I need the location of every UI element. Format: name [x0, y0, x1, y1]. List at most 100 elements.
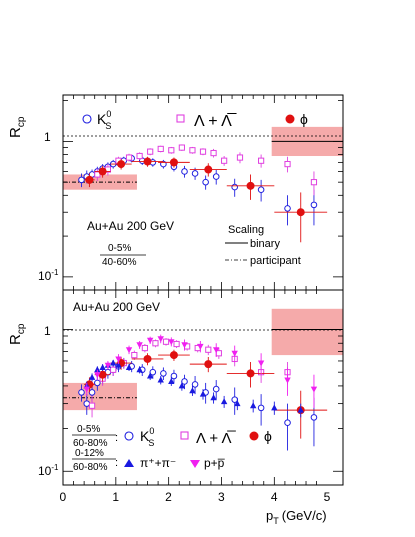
top-y-axis: Rcp 1 10-1 [7, 116, 59, 283]
legend-lambda-label: Λ + Λ̅ [194, 112, 237, 130]
legend-k0s-marker [82, 114, 92, 124]
bottom-Lambda-point-7 [162, 338, 170, 345]
bottom-K0S-point-17 [212, 385, 220, 393]
top-ylabel: Rcp [7, 116, 27, 138]
bottom-p-point-7 [157, 336, 164, 343]
bottom-pi-point-17 [234, 400, 241, 407]
bottom-K0S-point-0 [78, 389, 85, 396]
bottom-pi-point-1 [88, 373, 96, 380]
bottom-phi-point-5 [204, 360, 213, 369]
scaling-legend: Scaling binary participant [225, 224, 301, 267]
bottom-pi-point-6 [115, 361, 122, 368]
bottom-data-points [62, 290, 343, 485]
top-Lambda-point-9 [189, 147, 196, 154]
bottom-ytick-0p1: 10-1 [38, 463, 59, 478]
bottom-xtick-label-5: 5 [324, 490, 331, 504]
bottom-Lambda-point-6 [152, 340, 159, 347]
bottom-phi-point-6 [246, 369, 255, 378]
bottom-pi-point-13 [189, 387, 196, 394]
bottom-p-point-6 [146, 337, 154, 344]
top-Lambda-point-4 [136, 152, 143, 160]
bottom-Lambda-point-0 [88, 402, 96, 409]
bottom-x-axis: 0 1 2 3 4 5 [60, 490, 331, 504]
bottom-legend-lambda-label: Λ + Λ̅ [196, 430, 236, 447]
bottom-scaling-band-0 [63, 382, 137, 411]
top-Lambda-point-7 [168, 147, 175, 154]
bottom-pi-point-20 [297, 406, 304, 413]
bottom-K0S-point-12 [160, 370, 167, 377]
bottom-pi-point-9 [146, 372, 154, 379]
legend-k0s-label: K0 S [97, 109, 111, 131]
bottom-legend-k0s-label: K0 S [140, 426, 154, 448]
bottom-series-pi [83, 359, 304, 418]
top-Lambda-point-3 [125, 154, 133, 161]
bottom-phi-point-3 [143, 354, 152, 363]
bottom-K0S-point-19 [257, 404, 265, 412]
top-ytick-1: 1 [44, 130, 51, 144]
top-K0S-point-14 [181, 168, 188, 175]
legend-phi-label: ϕ [300, 111, 308, 127]
bottom-p-point-4 [125, 347, 133, 354]
bottom-pi-point-14 [199, 390, 207, 397]
top-K0S-point-20 [284, 205, 291, 212]
bottom-p-point-13 [257, 360, 265, 367]
bottom-p-point-9 [181, 342, 188, 349]
bottom-panel: Rcp 1 10-1 Au+Au 200 GeV 0 1 2 3 4 5 pT (GeV/c… [7, 289, 344, 526]
top-phi-point-0 [85, 175, 94, 184]
bottom-Lambda-point-2 [110, 366, 117, 373]
top-system-label: Au+Au 200 GeV [87, 219, 174, 233]
top-Lambda-point-5 [147, 148, 154, 155]
bottom-legend: 0-5% 60-80% : K0 S Λ + Λ̅ ϕ 0-12% 60-80% … [72, 424, 272, 473]
top-Lambda-point-14 [258, 157, 265, 164]
bottom-K0S-point-20 [284, 419, 291, 427]
bottom-series-p [83, 334, 318, 408]
top-phi-point-3 [143, 157, 152, 166]
bottom-p-point-10 [197, 343, 204, 350]
bottom-xtick-label-2: 2 [165, 490, 172, 504]
bottom-Lambda-point-4 [131, 351, 138, 359]
scaling-title: Scaling [228, 224, 264, 236]
top-phi-point-1 [98, 167, 107, 176]
bottom-ytick-1: 1 [44, 324, 51, 338]
bottom-ylabel: Rcp [7, 323, 27, 345]
bottom-pi-point-11 [168, 377, 175, 384]
bottom-legend-pion-marker [124, 459, 134, 467]
top-K0S-point-19 [257, 186, 265, 193]
bottom-legend-k0s-marker [124, 431, 134, 441]
bottom-plot-frame [62, 289, 344, 486]
top-phi-point-6 [246, 181, 255, 190]
top-phi-point-2 [117, 160, 126, 169]
bottom-pi-point-15 [210, 394, 217, 401]
bottom-pi-point-12 [178, 382, 186, 389]
bottom-legend-pion-label: π⁺+π⁻ [140, 456, 176, 470]
bottom-legend-row-1: 0-5% 60-80% : K0 S Λ + Λ̅ ϕ [72, 424, 272, 449]
legend-lambda-marker [176, 114, 185, 123]
bottom-bands [63, 308, 343, 411]
bottom-p-point-8 [168, 339, 175, 346]
bottom-pi-point-8 [136, 366, 143, 373]
bottom-p-point-1 [94, 372, 101, 379]
top-data-points [62, 95, 343, 290]
bottom-p-point-2 [104, 362, 112, 369]
bottom-phi-point-4 [169, 351, 178, 360]
top-K0S-point-17 [212, 173, 220, 180]
top-K0S-point-21 [310, 201, 318, 209]
top-series-phi [84, 156, 328, 243]
bottom-pi-point-18 [249, 402, 257, 409]
top-legend: K0 S Λ + Λ̅ ϕ [82, 109, 308, 131]
bottom-xtick-label-0: 0 [60, 490, 67, 504]
bottom-p-point-15 [310, 386, 318, 393]
bottom-legend-proton-label: p+p̅ [204, 456, 225, 470]
top-K0S-point-18 [231, 183, 238, 191]
bottom-pi-point-3 [99, 363, 106, 370]
bottom-legend-row1-centrality-den: 60-80% [73, 438, 108, 449]
top-K0S-point-16 [202, 178, 209, 186]
top-centrality-den: 40-60% [102, 257, 137, 268]
bottom-tick-marks [62, 290, 343, 485]
bottom-legend-phi-label: ϕ [264, 428, 272, 444]
bottom-pi-point-5 [109, 359, 117, 366]
top-K0S-point-0 [78, 176, 85, 184]
bottom-K0S-point-14 [181, 378, 188, 385]
bottom-Lambda-point-11 [205, 346, 212, 353]
